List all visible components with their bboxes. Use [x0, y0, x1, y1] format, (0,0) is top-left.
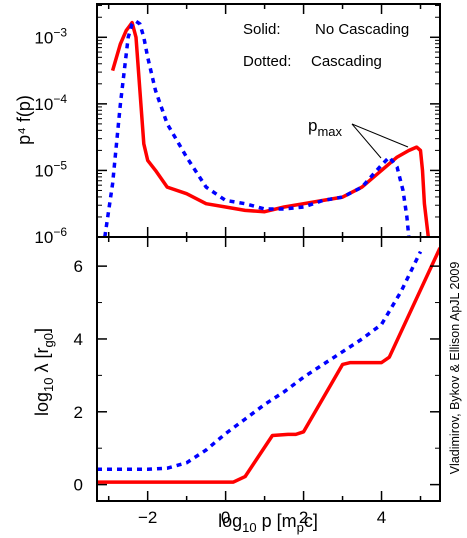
bottom-ytick-label: 0 — [74, 476, 83, 495]
legend-solid-label: Solid: — [243, 21, 281, 38]
top-series-no-cascading-line — [110, 20, 431, 237]
top-ytick-label: 10−4 — [34, 92, 67, 114]
bottom-xtick-label: 0 — [221, 508, 230, 527]
top-panel: 10−6 10−5 10−4 10−3 Solid: No Cascading Dot… — [14, 3, 441, 247]
top-y-axis-label: p⁴ f(p) — [14, 95, 34, 145]
top-frame — [96, 3, 441, 238]
bottom-xtick-label: 4 — [377, 508, 386, 527]
legend-dotted-text: Cascading — [311, 53, 382, 70]
top-series-cascading-line — [103, 19, 411, 237]
pmax-annotation: pmax — [308, 116, 343, 139]
bottom-x-axis-label: log10 p [mpc] — [218, 511, 318, 535]
bottom-panel: 0 2 4 6 −2 0 2 4 log10 p [mpc] log10 λ [rg0] — [32, 236, 441, 535]
legend-solid-text: No Cascading — [315, 21, 409, 38]
pmax-pointer-solid — [351, 123, 409, 148]
bottom-series-no-cascading-line — [97, 247, 440, 484]
bottom-xtick-label: 2 — [299, 508, 308, 527]
top-ytick-label: 10−5 — [34, 158, 67, 180]
bottom-ytick-label: 6 — [74, 257, 83, 276]
bottom-series-cascading-line — [97, 250, 423, 472]
credit-text: Vladimirov, Bykov & Ellison ApJL 2009 — [448, 262, 462, 475]
legend-dotted-label: Dotted: — [243, 53, 291, 70]
bottom-y-axis-label: log10 λ [rg0] — [32, 328, 56, 416]
pmax-main: p — [308, 116, 317, 135]
top-ytick-label: 10−6 — [34, 225, 67, 247]
pmax-pointer-dotted — [351, 123, 382, 159]
top-ytick-label: 10−3 — [34, 25, 67, 47]
bottom-frame — [96, 236, 441, 502]
bottom-ytick-label: 4 — [74, 330, 83, 349]
bottom-xtick-label: −2 — [138, 508, 157, 527]
bottom-ytick-label: 2 — [74, 403, 83, 422]
pmax-sub: max — [317, 124, 342, 139]
